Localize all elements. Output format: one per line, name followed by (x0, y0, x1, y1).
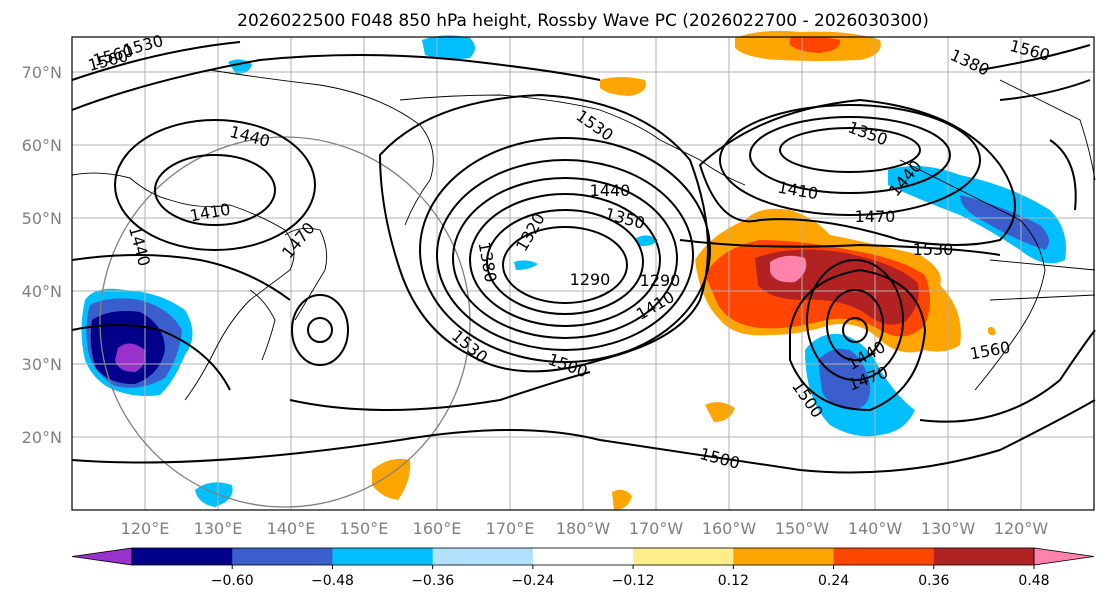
colorbar-tick-label: −0.36 (411, 573, 454, 589)
colorbar-frame (131, 547, 1035, 566)
colorbar-segment (232, 548, 333, 565)
contour-label: 1440 (228, 122, 272, 151)
svg-text:1560: 1560 (968, 338, 1011, 364)
pos-anomaly-south1 (372, 458, 411, 500)
contour-label: 1350 (845, 118, 890, 150)
svg-text:1410: 1410 (776, 178, 819, 204)
pos-anomaly-east (988, 326, 996, 336)
contour-label: 1410 (188, 200, 231, 226)
svg-text:1470: 1470 (855, 207, 896, 226)
pos-anomaly-arctic-inner (790, 36, 841, 53)
lat-tick-label: 40°N (22, 282, 62, 301)
contour-label: 1500 (698, 444, 742, 473)
lon-tick-label: 180°W (556, 519, 611, 538)
longitude-labels: 120°E 130°E 140°E 150°E 160°E 170°E 180°W 170°W… (121, 519, 1049, 538)
colorbar-tick-label: 0.36 (918, 573, 949, 589)
graticule (72, 37, 1094, 510)
contour-label: 1290 (570, 270, 611, 289)
svg-text:1320: 1320 (512, 210, 549, 255)
lon-tick-label: 130°E (194, 519, 243, 538)
colorbar-segment (132, 548, 233, 565)
svg-text:1380: 1380 (475, 240, 501, 283)
neg-anomaly-china-max (115, 343, 146, 372)
colorbar-extend-high (1033, 547, 1095, 566)
lat-tick-label: 30°N (22, 355, 62, 374)
pos-anomaly-nepac-60 (770, 255, 807, 283)
colorbar-segment (933, 548, 1035, 565)
lon-tick-label: 130°W (921, 519, 976, 538)
neg-anomaly-midpac (636, 235, 658, 247)
pos-anomaly-south3 (612, 489, 632, 510)
contour-label: 1290 (640, 271, 681, 290)
colorbar-tick-label: −0.12 (612, 573, 655, 589)
lon-tick-label: 170°E (486, 519, 535, 538)
colorbar-tick-label: −0.24 (511, 573, 554, 589)
colorbar-tick-label: 0.48 (1018, 573, 1049, 589)
contour-label: 1470 (278, 219, 319, 262)
colorbar-segment (532, 548, 634, 565)
lat-tick-label: 70°N (22, 63, 62, 82)
svg-text:1470: 1470 (278, 219, 319, 262)
svg-text:1410: 1410 (188, 200, 231, 226)
contour-label: 1410 (776, 178, 819, 204)
contour-label: 1320 (512, 210, 549, 255)
figure-title: 2026022500 F048 850 hPa height, Rossby W… (237, 11, 929, 31)
neg-anomaly-midpac2 (514, 260, 538, 270)
contour-label: 1410 (633, 287, 678, 324)
lon-tick-label: 120°E (121, 519, 170, 538)
colorbar-segment (833, 548, 935, 565)
colorbar-segment (633, 548, 734, 565)
colorbar-segment (733, 548, 835, 565)
contour-label: 1530 (913, 240, 954, 259)
neg-anomaly-arctic (422, 35, 475, 60)
contour-label: 1440 (125, 224, 154, 268)
svg-text:1410: 1410 (633, 287, 678, 324)
svg-text:1440: 1440 (125, 224, 154, 268)
lon-tick-label: 170°W (629, 519, 684, 538)
colorbar-tick-label: −0.48 (311, 573, 354, 589)
lon-tick-label: 140°W (848, 519, 903, 538)
lon-tick-label: 150°E (340, 519, 389, 538)
colorbar-extend-low (71, 547, 133, 566)
colorbar: −0.60 −0.48 −0.36 −0.24 −0.12 0.12 0.24 0.36 0.4… (71, 547, 1095, 589)
height-contours (71, 41, 1096, 474)
lon-tick-label: 140°E (267, 519, 316, 538)
lon-tick-label: 150°W (775, 519, 830, 538)
colorbar-tick-label: −0.60 (211, 573, 254, 589)
reference-circle (99, 136, 471, 508)
pos-anomaly-south2 (705, 402, 735, 422)
svg-text:1290: 1290 (640, 271, 681, 290)
svg-text:1440: 1440 (228, 122, 272, 151)
colorbar-segment (332, 548, 434, 565)
lat-tick-label: 20°N (22, 428, 62, 447)
lon-tick-label: 120°W (994, 519, 1049, 538)
svg-text:1440: 1440 (590, 181, 631, 200)
neg-anomaly-alaska-inner (960, 195, 1049, 250)
contour-label: 1380 (947, 45, 992, 79)
contour-label: 1500 (545, 350, 590, 382)
svg-text:1380: 1380 (947, 45, 992, 79)
lon-tick-label: 160°W (702, 519, 757, 538)
lat-tick-label: 50°N (22, 209, 62, 228)
pos-anomaly-bering (600, 77, 646, 96)
colorbar-tick-label: 0.12 (718, 573, 749, 589)
map-frame (71, 36, 1095, 511)
lon-tick-label: 160°E (413, 519, 462, 538)
lat-tick-label: 60°N (22, 136, 62, 155)
contour-label: 1380 (475, 240, 501, 283)
contour-label: 1470 (855, 207, 896, 226)
svg-text:1290: 1290 (570, 270, 611, 289)
svg-text:1500: 1500 (698, 444, 742, 473)
contour-label: 1440 (590, 181, 631, 200)
contour-label: 1560 (968, 338, 1011, 364)
colorbar-tick-label: 0.24 (818, 573, 849, 589)
coastlines (71, 69, 1096, 401)
latitude-labels: 70°N 60°N 50°N 40°N 30°N 20°N (22, 63, 62, 447)
colorbar-segment (432, 548, 534, 565)
svg-text:1530: 1530 (913, 240, 954, 259)
